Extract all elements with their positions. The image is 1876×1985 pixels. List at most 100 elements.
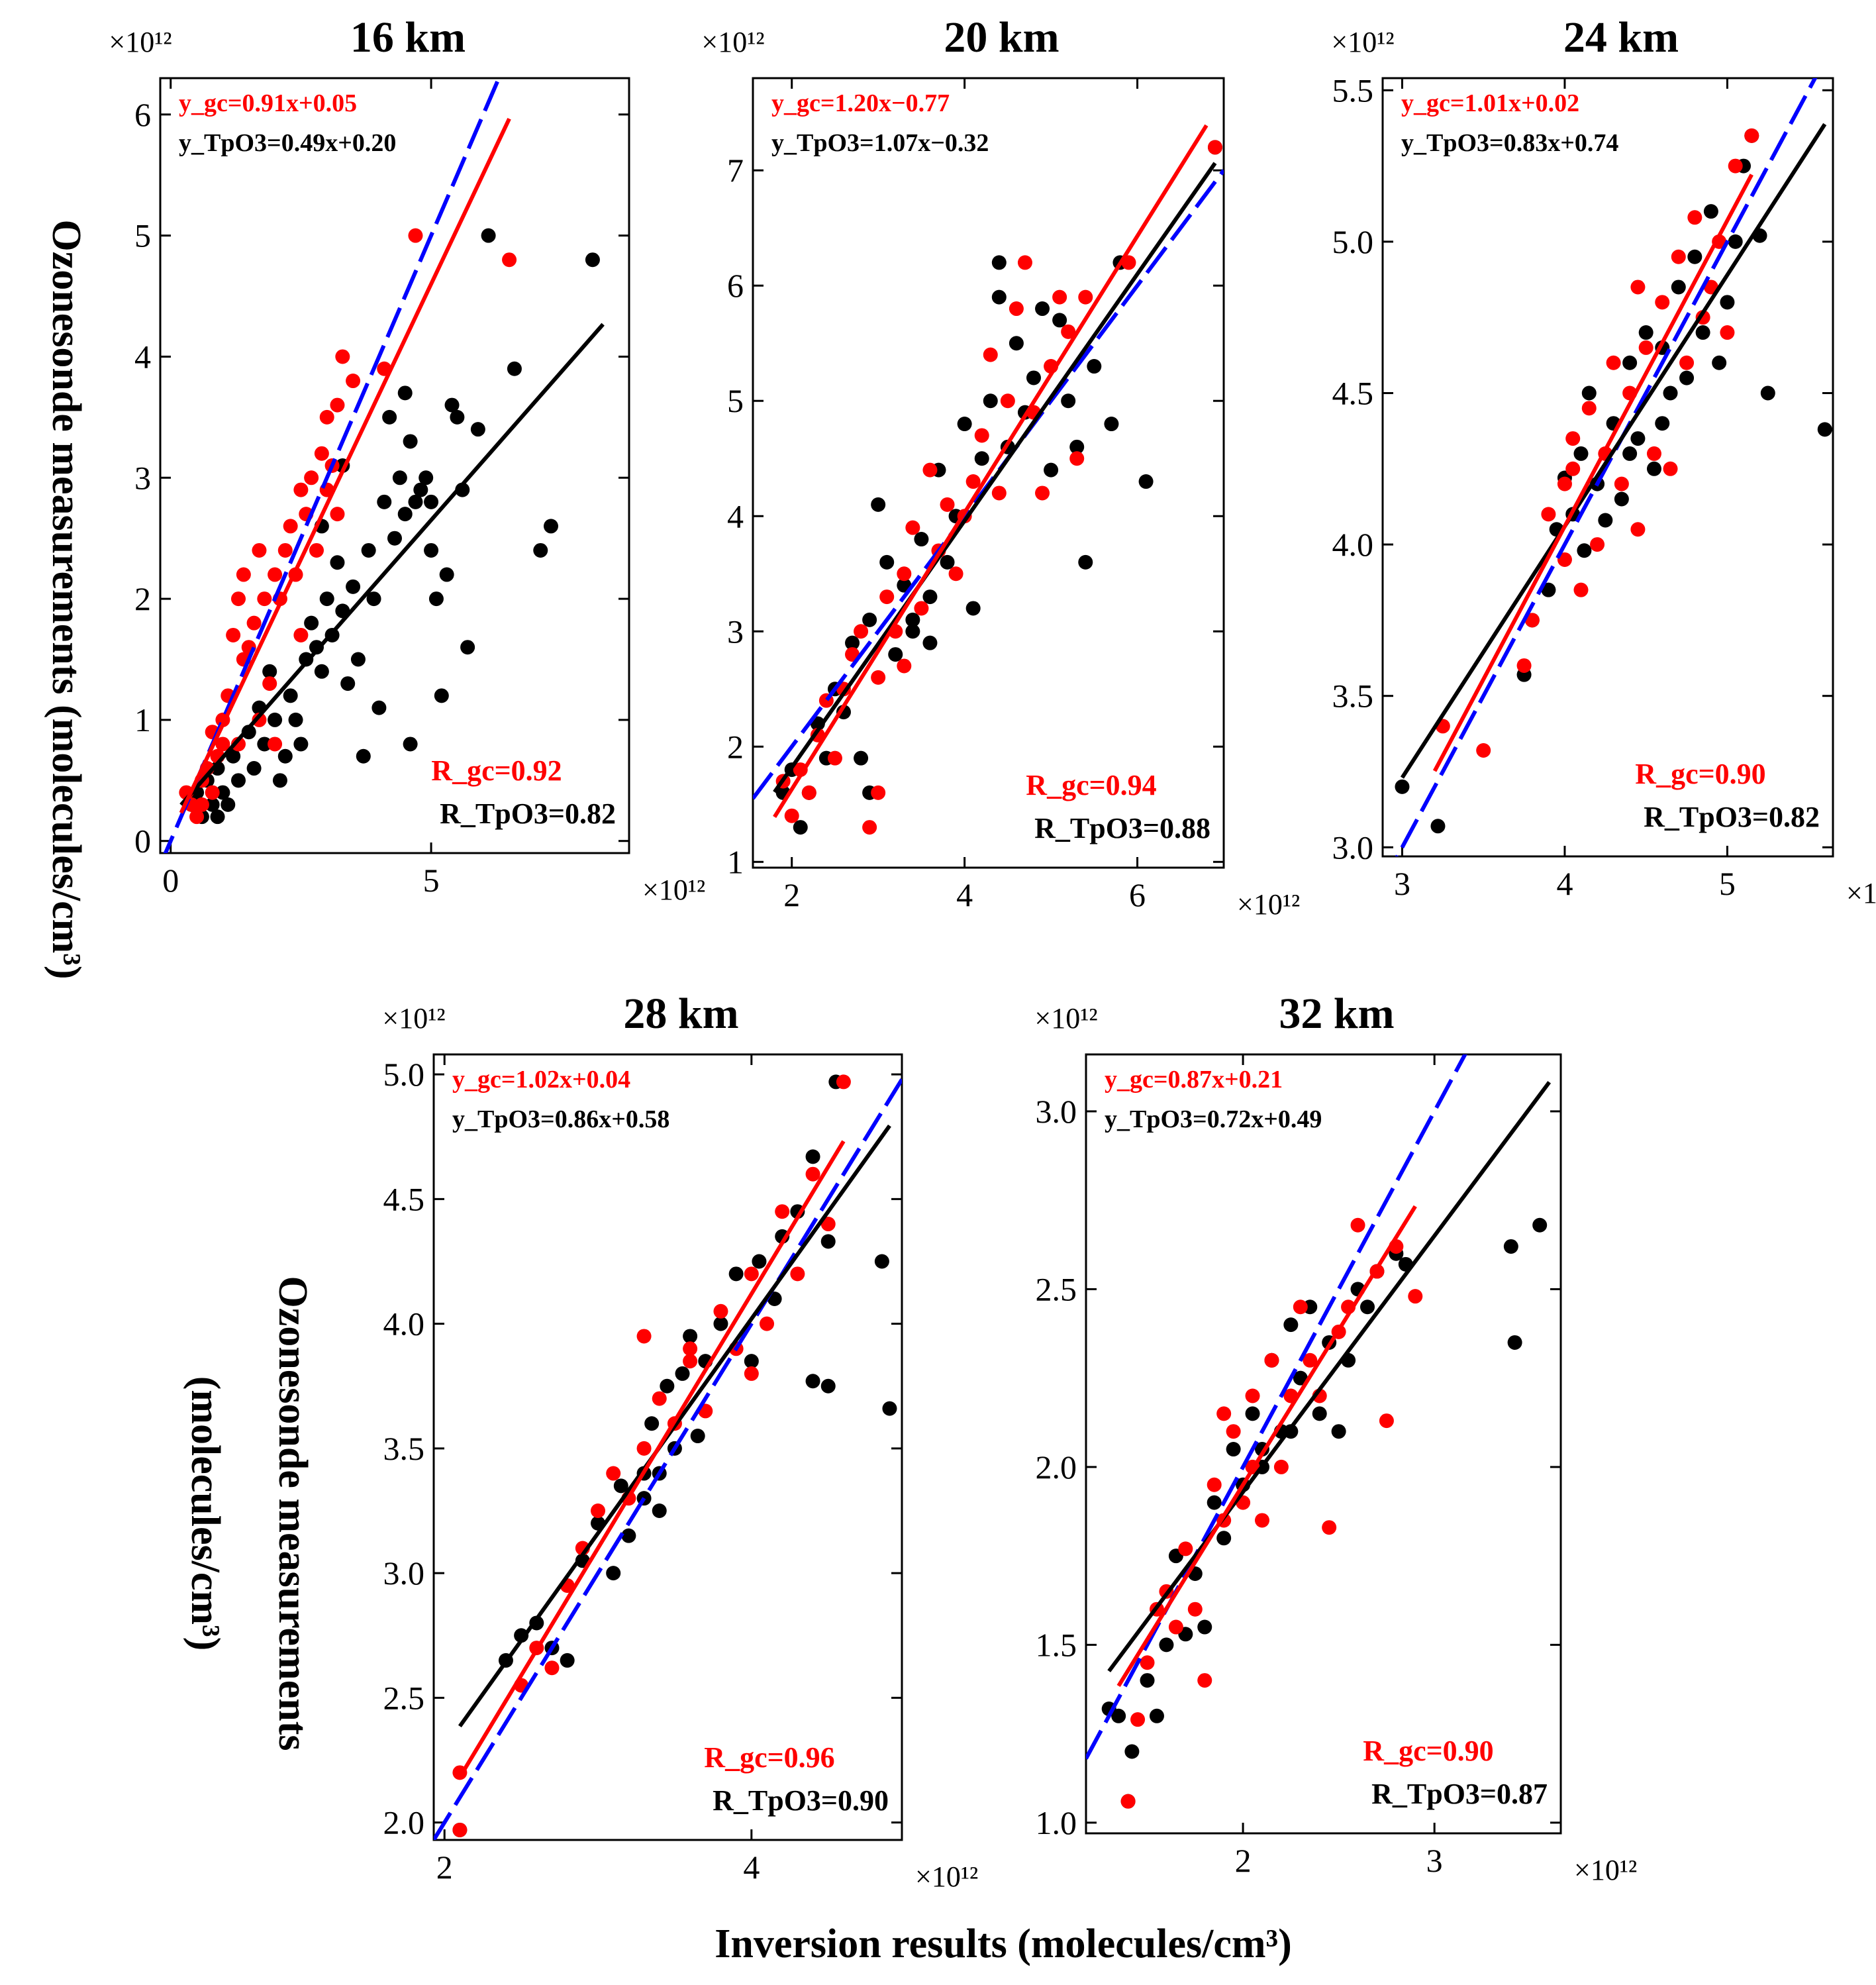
gc-equation: y_gc=1.20x−0.77 — [771, 89, 950, 117]
gc-point — [205, 785, 220, 800]
gc-point — [1638, 340, 1654, 355]
tpo3-point — [272, 773, 287, 788]
gc-point — [1207, 140, 1222, 155]
tpo3-point — [283, 688, 298, 703]
gc-point — [304, 470, 319, 485]
tpo3-point — [1035, 301, 1050, 317]
y-tick-label: 6 — [134, 96, 151, 133]
gc-point — [1078, 289, 1093, 305]
fit-gc-line — [1432, 174, 1753, 772]
gc-point — [1703, 280, 1718, 295]
gc-point — [1646, 446, 1661, 461]
tpo3-point — [340, 676, 356, 691]
y-tick-label: 1.0 — [1036, 1804, 1077, 1841]
gc-point — [991, 485, 1007, 501]
y-tick-label: 4.5 — [1332, 374, 1374, 411]
gc-point — [1565, 431, 1581, 446]
gc-point — [1187, 1602, 1203, 1617]
y-multiplier: ×10¹² — [701, 26, 764, 58]
tpo3-point — [330, 555, 345, 570]
tpo3-point — [1104, 417, 1119, 432]
tpo3-point — [424, 542, 439, 558]
gc-point — [1130, 1712, 1146, 1727]
gc-point — [277, 542, 293, 558]
tpo3-point — [1503, 1239, 1518, 1254]
gc-equation: y_gc=0.91x+0.05 — [179, 89, 357, 117]
y-tick-label: 4.5 — [383, 1180, 425, 1217]
y-axis-label-second-line1: Ozonesonde measurements — [270, 1276, 315, 1751]
gc-equation: y_gc=0.87x+0.21 — [1105, 1066, 1283, 1094]
y-axis-label: Ozonesonde measurements (molecules/cm³) — [44, 220, 89, 980]
plot-area — [1395, 78, 1832, 856]
plot-area — [434, 1074, 902, 1840]
tpo3-point — [1573, 446, 1589, 461]
gc-point — [1350, 1217, 1365, 1233]
tpo3-point — [1124, 1744, 1140, 1759]
gc-point — [871, 785, 886, 800]
tpo3-point — [514, 1628, 529, 1643]
y-tick-label: 3.5 — [383, 1430, 425, 1467]
chart-panel-2: 2 4 6 1 2 3 4 5 6 7 ×10¹² ×10¹² 20 km y_gc=1.20x−0.77… — [701, 13, 1300, 921]
tpo3-point — [215, 785, 230, 800]
y-tick-label: 3 — [134, 459, 151, 496]
tpo3-point — [1245, 1406, 1260, 1421]
tpo3-point — [1331, 1424, 1346, 1439]
tpo3-point — [940, 554, 955, 570]
gc-point — [1630, 280, 1646, 295]
tpo3-point — [460, 640, 475, 655]
y-multiplier: ×10¹² — [1034, 1002, 1097, 1035]
tpo3-point — [356, 748, 371, 764]
tpo3-point — [1226, 1442, 1241, 1457]
x-multiplier: ×10¹² — [1237, 888, 1300, 921]
panel-title: 32 km — [1279, 990, 1394, 1038]
plot-frame — [1381, 77, 1834, 858]
tpo3-point — [888, 647, 903, 662]
y-tick-label: 5 — [727, 382, 744, 419]
tpo3-point — [683, 1329, 698, 1344]
gc-point — [636, 1329, 652, 1344]
x-multiplier: ×10¹² — [1574, 1854, 1637, 1886]
x-tick-label: 0 — [162, 862, 179, 899]
gc-point — [862, 820, 877, 835]
x-tick-label: 5 — [423, 862, 440, 899]
gc-point — [236, 567, 251, 582]
gc-point — [1207, 1477, 1222, 1492]
gc-point — [801, 785, 816, 800]
gc-point — [879, 589, 895, 605]
r-gc-label: R_gc=0.92 — [431, 754, 562, 787]
y-tick-label: 5.0 — [1332, 223, 1374, 260]
tpo3-point — [314, 664, 329, 679]
tpo3-point — [371, 700, 387, 715]
gc-point — [1476, 742, 1491, 758]
gc-point — [215, 737, 230, 752]
tpo3-point — [585, 252, 600, 268]
tpo3-point — [268, 712, 283, 727]
plot-frame — [432, 1053, 903, 1841]
plot-area — [163, 78, 605, 853]
y-tick-label: 3.5 — [1332, 678, 1374, 715]
gc-point — [1408, 1289, 1423, 1304]
gc-point — [1069, 451, 1085, 466]
y-tick-label: 1.5 — [1036, 1626, 1077, 1663]
tpo3-point — [319, 591, 334, 607]
gc-point — [827, 750, 842, 766]
gc-point — [940, 497, 955, 512]
tpo3-point — [728, 1266, 744, 1282]
x-tick-label: 4 — [956, 876, 973, 913]
tpo3-point — [1430, 819, 1446, 834]
y-tick-label: 2.0 — [383, 1804, 425, 1841]
tpo3-point — [1638, 325, 1654, 340]
gc-point — [1557, 476, 1572, 491]
plot-frame — [752, 77, 1225, 869]
gc-point — [1590, 537, 1605, 552]
tpo3-point — [1283, 1317, 1299, 1333]
tpo3-point — [1655, 416, 1670, 431]
tpo3-point — [533, 542, 548, 558]
tpo3-point — [820, 1234, 836, 1249]
y-multiplier: ×10¹² — [1331, 26, 1394, 58]
tpo3-point — [1532, 1217, 1548, 1233]
tpo3-point — [1817, 422, 1832, 437]
y-tick-label: 4.0 — [383, 1305, 425, 1343]
